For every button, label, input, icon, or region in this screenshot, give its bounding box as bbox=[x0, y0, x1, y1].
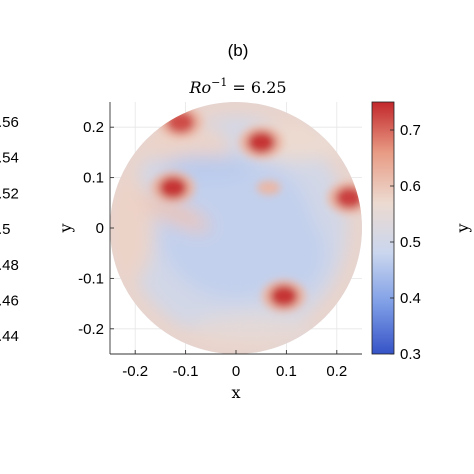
y-axis-ticks: 0.2 0.1 0 -0.1 -0.2 bbox=[78, 119, 114, 338]
vortex-core bbox=[159, 176, 187, 199]
colorbar-ticks: 0.7 0.6 0.5 0.4 0.3 bbox=[390, 122, 421, 363]
y-tick-label: 0.1 bbox=[83, 170, 104, 187]
left-panel-colorbar-tick-label: .52 bbox=[0, 185, 19, 202]
colorbar-tick-label: 0.5 bbox=[400, 234, 421, 251]
field-cool-patch bbox=[266, 213, 327, 294]
y-tick-label: -0.2 bbox=[78, 321, 104, 338]
left-panel-colorbar-tick-label: .48 bbox=[0, 257, 19, 274]
title-rest: = 6.25 bbox=[227, 78, 286, 97]
vortex-core bbox=[335, 186, 362, 209]
vortex-core bbox=[269, 285, 298, 308]
x-axis-label: x bbox=[231, 383, 240, 402]
plot-area: -0.2 -0.1 0 0.1 0.2 0.2 0.1 0 -0.1 -0.2 bbox=[78, 102, 362, 380]
x-tick-label: -0.1 bbox=[173, 363, 199, 380]
field-cool-band bbox=[160, 155, 251, 180]
vortex-core bbox=[261, 183, 276, 192]
field-warm-patch bbox=[191, 314, 312, 343]
left-panel-colorbar-tick-label: .5 bbox=[0, 221, 11, 238]
colorbar-tick-label: 0.7 bbox=[400, 122, 421, 139]
vortex-core bbox=[247, 131, 276, 154]
colorbar-tick-label: 0.3 bbox=[400, 346, 421, 363]
left-panel-colorbar-tick-label: .54 bbox=[0, 150, 19, 167]
left-panel-colorbar-tick-label: .44 bbox=[0, 328, 19, 345]
panel-label: (b) bbox=[228, 41, 249, 60]
right-panel-y-axis-label: y bbox=[453, 223, 472, 233]
y-tick-label: 0.2 bbox=[83, 119, 104, 136]
left-panel-colorbar-tick-label: .56 bbox=[0, 114, 19, 131]
colorbar-gradient bbox=[371, 101, 395, 355]
colorbar: 0.7 0.6 0.5 0.4 0.3 bbox=[371, 101, 421, 363]
chart-title: Ro−1 = 6.25 bbox=[188, 76, 286, 97]
x-axis-ticks: -0.2 -0.1 0 0.1 0.2 bbox=[122, 350, 347, 380]
y-tick-label: 0 bbox=[96, 220, 104, 237]
field-filament bbox=[140, 194, 211, 232]
colorbar-tick-label: 0.6 bbox=[400, 178, 421, 195]
x-tick-label: -0.2 bbox=[122, 363, 148, 380]
x-tick-label: 0.1 bbox=[276, 363, 297, 380]
left-panel-colorbar-tick-label: .46 bbox=[0, 293, 19, 310]
left-panel-colorbar-ticks: .56 .54 .52 .5 .48 .46 .44 bbox=[0, 114, 19, 345]
y-axis-label: y bbox=[56, 223, 75, 233]
field-warm-patch bbox=[117, 178, 154, 278]
y-tick-label: -0.1 bbox=[78, 270, 104, 287]
colorbar-tick-label: 0.4 bbox=[400, 290, 421, 307]
x-tick-label: 0 bbox=[232, 363, 240, 380]
vorticity-field bbox=[110, 102, 362, 354]
x-tick-label: 0.2 bbox=[326, 363, 347, 380]
title-superscript: −1 bbox=[211, 76, 227, 89]
title-base: Ro bbox=[188, 78, 211, 97]
